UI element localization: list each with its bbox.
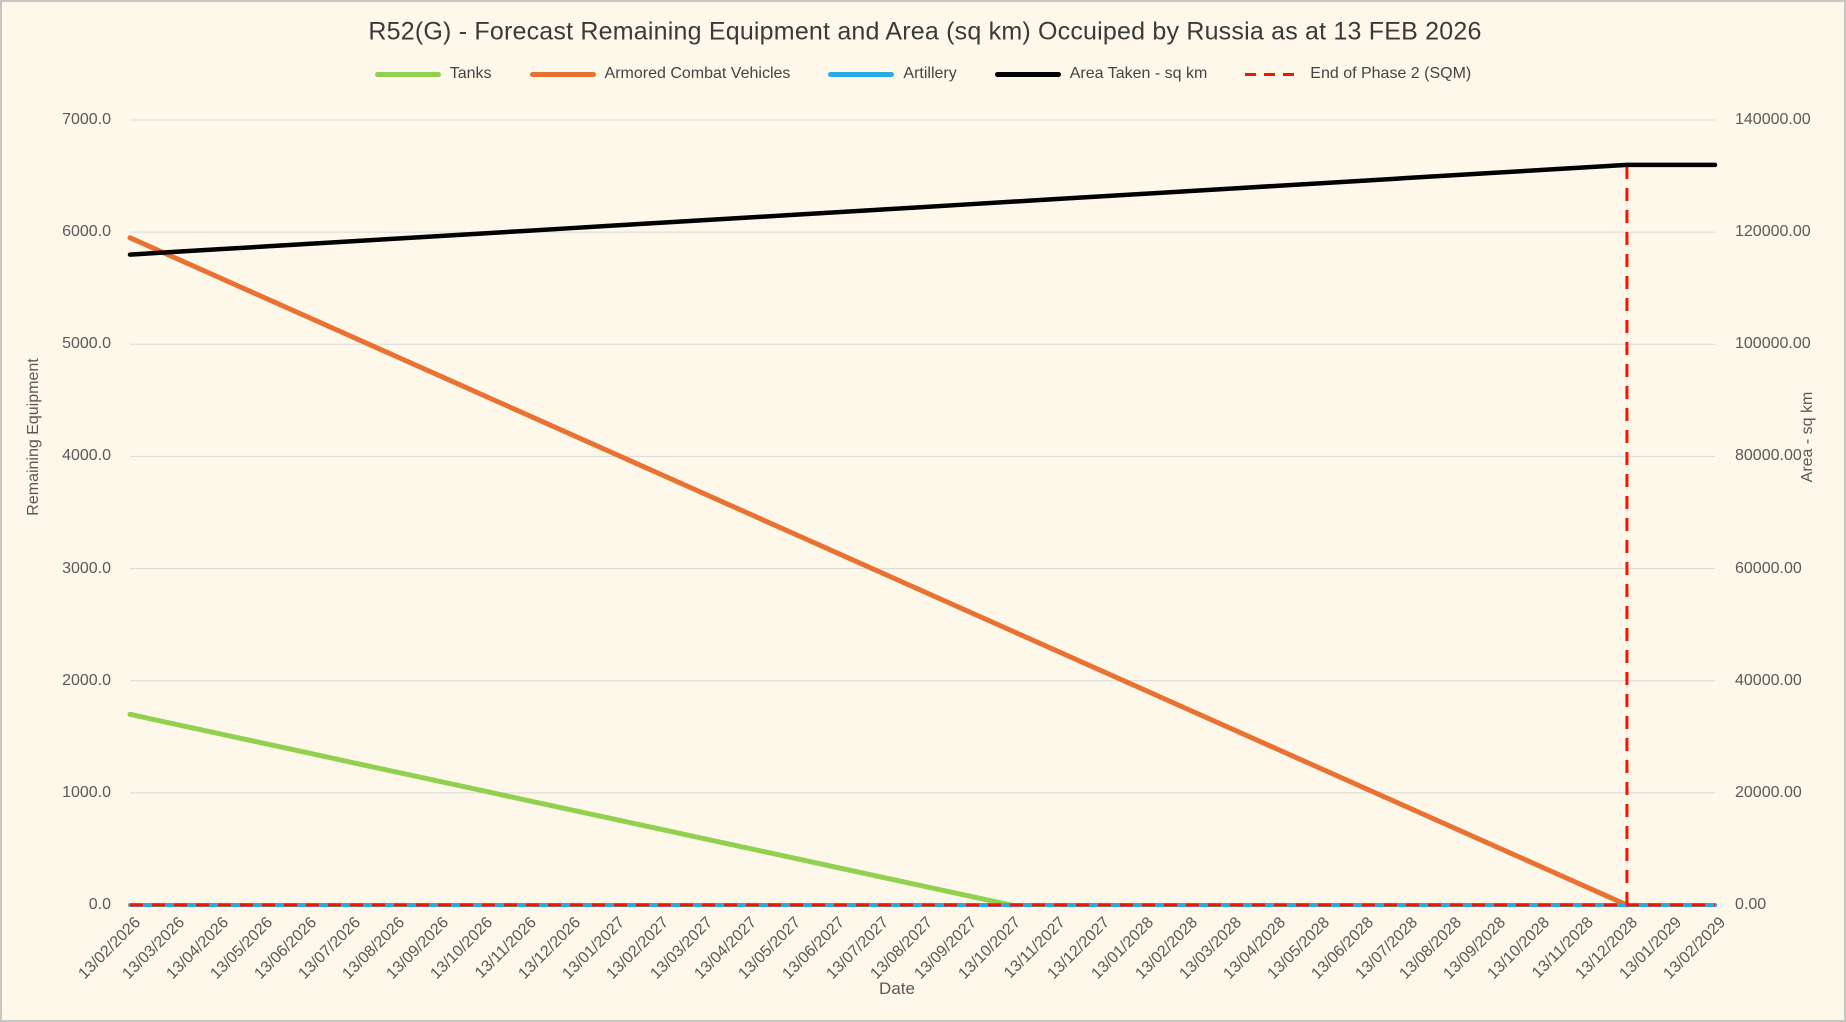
tanks-line-swatch-icon bbox=[374, 71, 441, 77]
series-line-tanks bbox=[127, 711, 1014, 908]
left-axis-title: Remaining Equipment bbox=[25, 358, 42, 516]
legend-label: Artillery bbox=[903, 65, 957, 82]
left-axis-tick-label: 6000.0 bbox=[62, 223, 111, 241]
x-axis-title: Date bbox=[879, 979, 915, 998]
legend: Tanks Armored Combat Vehicles Artillery … bbox=[2, 60, 1844, 88]
armored-combat-vehicles-line-swatch-icon bbox=[529, 71, 596, 77]
legend-label: Tanks bbox=[449, 65, 492, 82]
legend-label: Area Taken - sq km bbox=[1069, 65, 1208, 82]
legend-label: Armored Combat Vehicles bbox=[604, 65, 791, 82]
series-line-area-taken-sq-km bbox=[127, 162, 1718, 257]
legend-item-artillery: Artillery bbox=[828, 65, 957, 83]
series-line-armored-combat-vehicles bbox=[127, 235, 1630, 908]
left-axis-tick-label: 1000.0 bbox=[62, 783, 111, 801]
left-axis-tick-label: 5000.0 bbox=[62, 335, 111, 353]
right-axis-tick-label: 100000.00 bbox=[1735, 335, 1811, 353]
right-axis-tick-label: 140000.00 bbox=[1735, 111, 1811, 128]
end-of-phase-2-dashed-swatch-icon bbox=[1245, 72, 1302, 76]
chart-title: R52(G) - Forecast Remaining Equipment an… bbox=[368, 17, 1482, 46]
right-axis-title: Area - sq km bbox=[1799, 391, 1816, 483]
legend-item-end-of-phase-2: End of Phase 2 (SQM) bbox=[1245, 65, 1471, 83]
right-axis-tick-label: 60000.00 bbox=[1735, 559, 1802, 577]
legend-item-area-taken: Area Taken - sq km bbox=[994, 65, 1208, 83]
right-axis-tick-label: 20000.00 bbox=[1735, 783, 1802, 801]
right-axis-tick-label: 40000.00 bbox=[1735, 671, 1802, 689]
left-axis-tick-label: 4000.0 bbox=[62, 447, 111, 465]
left-axis-tick-label: 3000.0 bbox=[62, 559, 111, 577]
left-axis-tick-label: 7000.0 bbox=[62, 111, 111, 128]
legend-item-tanks: Tanks bbox=[374, 65, 492, 83]
right-axis-tick-label: 80000.00 bbox=[1735, 447, 1802, 465]
area-taken-line-swatch-icon bbox=[994, 71, 1061, 77]
legend-item-armored-combat-vehicles: Armored Combat Vehicles bbox=[529, 65, 791, 83]
right-axis-tick-label: 0.00 bbox=[1735, 896, 1767, 913]
right-axis-tick-label: 120000.00 bbox=[1735, 223, 1811, 241]
left-axis-tick-label: 0.0 bbox=[88, 896, 111, 913]
left-axis-tick-label: 2000.0 bbox=[62, 671, 111, 689]
legend-label: End of Phase 2 (SQM) bbox=[1310, 65, 1472, 82]
artillery-line-swatch-icon bbox=[828, 71, 895, 77]
